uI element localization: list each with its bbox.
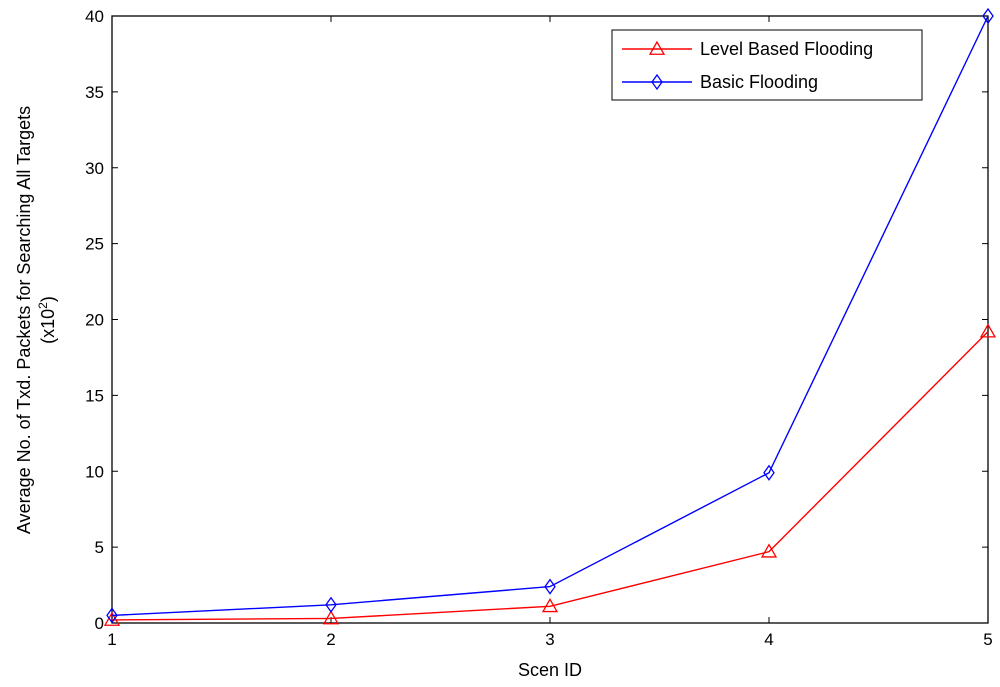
legend-label: Basic Flooding	[700, 72, 818, 92]
data-point	[322, 610, 340, 625]
y-tick-label: 40	[85, 7, 104, 26]
data-point	[325, 596, 337, 613]
series-line	[111, 331, 989, 621]
y-tick-label: 15	[85, 386, 104, 405]
data-point	[544, 578, 556, 595]
data-point	[541, 597, 559, 613]
series-level-based-flooding	[103, 323, 997, 626]
y-tick-label: 25	[85, 235, 104, 254]
legend-label: Level Based Flooding	[700, 39, 873, 59]
y-tick-label: 5	[95, 538, 104, 557]
y-axis-label: Average No. of Txd. Packets for Searchin…	[14, 106, 58, 534]
x-tick-label: 4	[764, 630, 773, 649]
data-point	[979, 323, 997, 338]
legend-marker	[648, 40, 666, 55]
y-tick-label: 35	[85, 83, 104, 102]
data-point	[106, 607, 118, 624]
y-axis-label-line1: Average No. of Txd. Packets for Searchin…	[14, 106, 34, 534]
y-axis-label-suffix: )	[38, 296, 58, 302]
y-tick-label: 0	[95, 614, 104, 633]
y-tick-label: 30	[85, 159, 104, 178]
x-tick-label: 5	[983, 630, 992, 649]
y-tick-label: 10	[85, 462, 104, 481]
y-axis-label-line2: (x102)	[36, 296, 58, 344]
data-point	[760, 543, 778, 558]
x-tick-label: 1	[107, 630, 116, 649]
series-line	[111, 15, 989, 617]
legend: Level Based Flooding Basic Flooding	[611, 29, 923, 101]
legend-item: Level Based Flooding	[622, 39, 873, 59]
data-point	[103, 611, 121, 626]
series-basic-flooding	[106, 7, 994, 624]
y-axis-label-exponent: 2	[36, 302, 50, 309]
legend-item: Basic Flooding	[622, 72, 818, 92]
plot-area	[111, 15, 989, 624]
x-tick-label: 2	[326, 630, 335, 649]
y-axis-label-prefix: (x10	[38, 309, 58, 344]
legend-marker	[651, 73, 663, 91]
series-lines	[103, 7, 997, 626]
data-point	[763, 464, 775, 481]
x-tick-label: 3	[545, 630, 554, 649]
y-tick-label: 20	[85, 311, 104, 330]
x-axis-label: Scen ID	[518, 660, 582, 680]
data-point	[982, 7, 994, 25]
legend-box	[611, 29, 923, 101]
axis-ticks: 1 2 3 4 5 0 5 10 15 20 25 30 35 40	[85, 7, 993, 649]
